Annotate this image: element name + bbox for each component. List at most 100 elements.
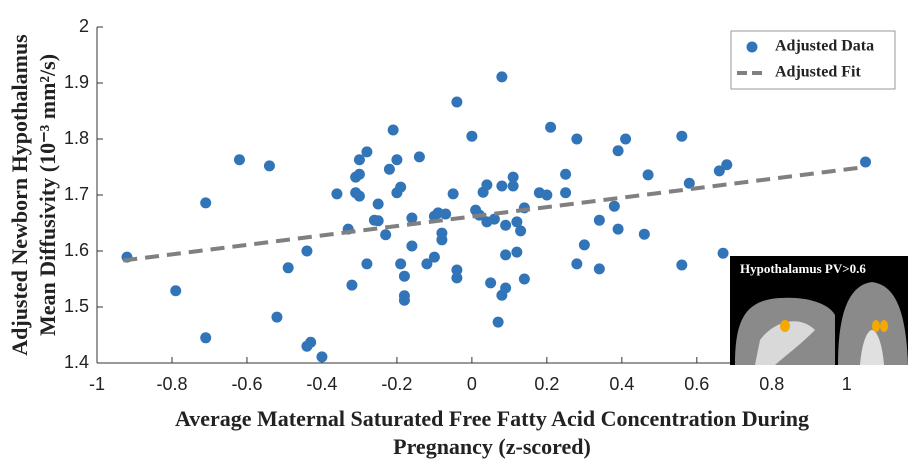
data-point (354, 169, 365, 180)
x-axis-label: Pregnancy (z-scored) (393, 434, 591, 459)
y-axis-label: Adjusted Newborn Hypothalamus (7, 34, 32, 356)
data-point (643, 169, 654, 180)
data-point (384, 164, 395, 175)
data-point (388, 125, 399, 136)
data-point (234, 154, 245, 165)
data-point (451, 265, 462, 276)
x-tick-label: 0.6 (684, 374, 709, 394)
data-point (579, 239, 590, 250)
x-tick-label: 0.4 (609, 374, 634, 394)
data-point (354, 191, 365, 202)
data-point (361, 258, 372, 269)
data-point (676, 131, 687, 142)
data-point (466, 131, 477, 142)
y-tick-label: 2 (79, 16, 89, 36)
data-point (305, 337, 316, 348)
data-point (500, 220, 511, 231)
data-point (571, 258, 582, 269)
data-point (399, 290, 410, 301)
y-tick-label: 1.9 (64, 72, 89, 92)
x-tick-label: -1 (89, 374, 105, 394)
data-point (515, 225, 526, 236)
data-point (264, 160, 275, 171)
data-point (399, 271, 410, 282)
data-point (620, 134, 631, 145)
data-point (200, 197, 211, 208)
data-point (541, 190, 552, 201)
legend-label: Adjusted Data (775, 38, 874, 55)
data-point (429, 252, 440, 263)
data-point (271, 312, 282, 323)
data-point (609, 201, 620, 212)
data-point (346, 280, 357, 291)
data-point (496, 71, 507, 82)
data-point (395, 182, 406, 193)
data-point (594, 215, 605, 226)
inset: Hypothalamus PV>0.6 (730, 256, 908, 365)
hypothalamus-roi (872, 320, 880, 332)
data-point (500, 249, 511, 260)
chart: 1.4 1.5 1.6 1.7 1.8 1.9 2 -1 -0.8 -0.6 -0.4 -0.2 0 0.… (0, 0, 908, 460)
data-point (481, 179, 492, 190)
data-point (500, 282, 511, 293)
data-point (613, 145, 624, 156)
fit-line (123, 167, 865, 261)
data-point (718, 248, 729, 259)
data-point (613, 224, 624, 235)
data-point (331, 188, 342, 199)
data-point (301, 246, 312, 257)
inset-label: Hypothalamus PV>0.6 (740, 261, 866, 276)
data-point (508, 172, 519, 183)
data-point (639, 229, 650, 240)
data-point (511, 247, 522, 258)
x-tick-label: 0.2 (534, 374, 559, 394)
data-point (519, 274, 530, 285)
data-point (560, 169, 571, 180)
data-point (373, 198, 384, 209)
data-point (414, 151, 425, 162)
legend-marker (747, 42, 758, 53)
x-tick-label: 1 (842, 374, 852, 394)
y-tick-label: 1.7 (64, 184, 89, 204)
data-point (316, 351, 327, 362)
data-point (373, 215, 384, 226)
x-tick-label: -0.4 (306, 374, 337, 394)
data-point (545, 122, 556, 133)
y-tick-label: 1.5 (64, 296, 89, 316)
data-point (395, 258, 406, 269)
data-point (860, 156, 871, 167)
x-tick-label: -0.6 (231, 374, 262, 394)
data-point (406, 240, 417, 251)
y-tick-label: 1.8 (64, 128, 89, 148)
data-point (391, 154, 402, 165)
data-point (451, 97, 462, 108)
x-tick-label: -0.2 (381, 374, 412, 394)
data-point (493, 317, 504, 328)
data-point (448, 188, 459, 199)
x-tick-label: 0.8 (759, 374, 784, 394)
legend-label: Adjusted Fit (775, 64, 861, 81)
data-point (721, 159, 732, 170)
data-point (485, 277, 496, 288)
data-point (436, 228, 447, 239)
data-point (283, 262, 294, 273)
y-axis-label: Mean Diffusivity (10⁻³ mm²/s) (35, 54, 60, 336)
hypothalamus-roi (780, 320, 790, 332)
data-point (571, 134, 582, 145)
data-point (170, 285, 181, 296)
data-point (496, 181, 507, 192)
legend: Adjusted Data Adjusted Fit (731, 31, 895, 89)
y-tick-label: 1.6 (64, 240, 89, 260)
x-tick-label: 0 (467, 374, 477, 394)
data-point (560, 187, 571, 198)
x-tick-label: -0.8 (156, 374, 187, 394)
data-point (440, 209, 451, 220)
data-point (200, 332, 211, 343)
data-point (380, 229, 391, 240)
data-point (361, 146, 372, 157)
data-point (676, 260, 687, 271)
data-point (594, 263, 605, 274)
y-tick-label: 1.4 (64, 352, 89, 372)
x-axis-label: Average Maternal Saturated Free Fatty Ac… (175, 406, 809, 431)
hypothalamus-roi (880, 320, 888, 332)
